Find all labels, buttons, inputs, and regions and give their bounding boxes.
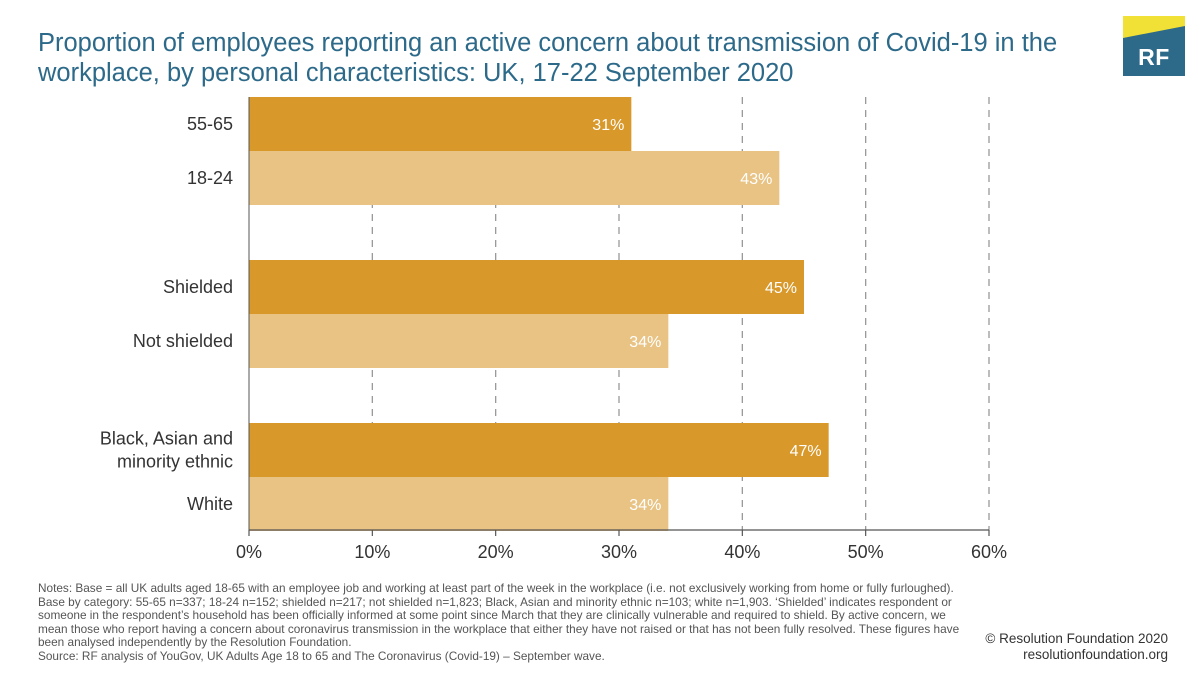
x-tick-label: 10% <box>354 542 390 562</box>
category-label: Black, Asian and <box>100 429 233 449</box>
bar <box>249 260 804 314</box>
x-tick-label: 30% <box>601 542 637 562</box>
category-label: White <box>187 494 233 514</box>
notes-text: Notes: Base = all UK adults aged 18-65 w… <box>38 581 960 650</box>
logo-text: RF <box>1138 44 1170 70</box>
category-label: minority ethnic <box>117 452 233 472</box>
category-label: Not shielded <box>133 331 233 351</box>
bar <box>249 314 669 368</box>
notes: Notes: Base = all UK adults aged 18-65 w… <box>38 581 978 664</box>
category-label: Shielded <box>163 277 233 297</box>
bar <box>249 477 669 531</box>
bar <box>249 97 632 151</box>
bar <box>249 151 780 205</box>
x-tick-label: 60% <box>971 542 1007 562</box>
rf-logo-mark <box>1123 16 1185 76</box>
rf-logo: RF <box>1123 16 1185 76</box>
data-label: 34% <box>629 497 661 514</box>
category-label: 18-24 <box>187 168 233 188</box>
data-label: 43% <box>740 171 772 188</box>
website-text: resolutionfoundation.org <box>1023 647 1168 662</box>
copyright-text: © Resolution Foundation 2020 <box>985 631 1168 646</box>
data-label: 45% <box>765 280 797 297</box>
copyright-block: © Resolution Foundation 2020 resolutionf… <box>985 631 1168 663</box>
data-label: 31% <box>592 117 624 134</box>
data-label: 34% <box>629 334 661 351</box>
x-tick-label: 20% <box>478 542 514 562</box>
category-label: 55-65 <box>187 114 233 134</box>
bar <box>249 423 829 477</box>
source-text: Source: RF analysis of YouGov, UK Adults… <box>38 648 605 663</box>
data-label: 47% <box>790 443 822 460</box>
x-tick-label: 50% <box>848 542 884 562</box>
bar-chart: 31% 55-65 43% 18-24 45% Shielded 34% Not shield… <box>100 97 1007 562</box>
x-tick-label: 0% <box>236 542 262 562</box>
x-tick-label: 40% <box>724 542 760 562</box>
chart-title: Proportion of employees reporting an act… <box>38 29 1058 87</box>
